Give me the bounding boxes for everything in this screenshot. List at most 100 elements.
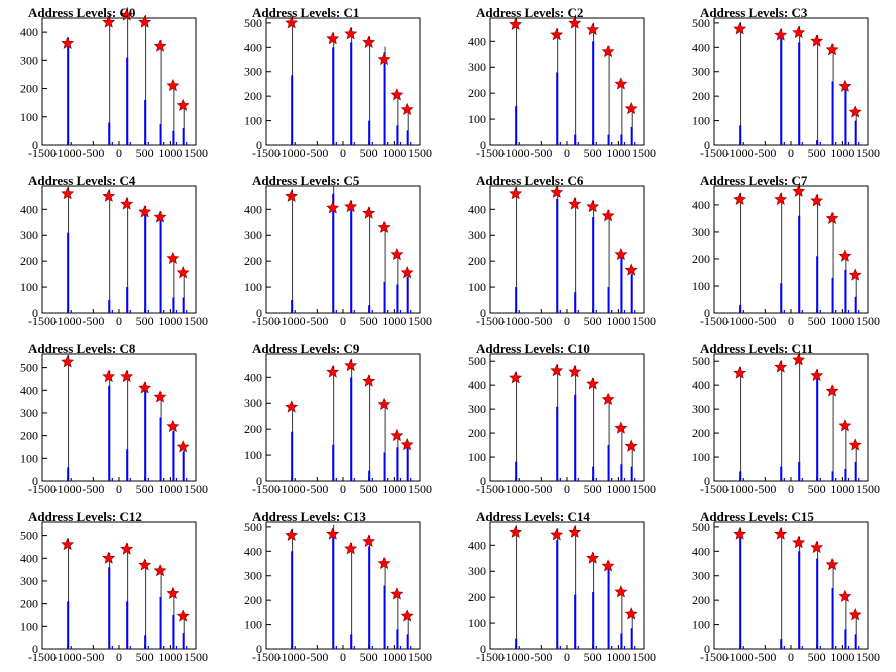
x-tick-label: -500 <box>82 650 104 664</box>
y-tick-label: 0 <box>480 474 486 488</box>
histogram-bar <box>595 142 597 145</box>
histogram-bar <box>630 628 633 649</box>
histogram-bar <box>70 478 72 481</box>
x-tick-label: -1000 <box>278 146 306 160</box>
x-tick-label: 1000 <box>158 314 182 328</box>
peak-marker <box>733 192 747 206</box>
peak-marker <box>138 558 152 571</box>
peak-marker <box>774 192 788 206</box>
peak-marker <box>550 364 564 377</box>
histogram-bar <box>854 461 857 481</box>
chart-panel: -1500 -1000 -500 0 500 1000 1500 0 100 200 300 400 A… <box>224 168 448 336</box>
peak-marker <box>848 105 862 118</box>
y-tick-label: 200 <box>244 593 262 607</box>
peak-marker <box>120 542 134 555</box>
histogram-bar <box>559 310 561 313</box>
histogram-bar <box>186 142 188 145</box>
histogram-bar <box>163 478 165 481</box>
x-tick-label: 500 <box>136 482 154 496</box>
histogram-bar <box>111 478 113 481</box>
peak-marker <box>120 8 134 21</box>
histogram-bar <box>577 478 579 481</box>
histogram-bar <box>630 466 633 481</box>
peak-marker <box>550 185 564 198</box>
chart-title: Address Levels: C7 <box>700 173 808 188</box>
peak-marker <box>166 419 180 433</box>
x-tick-label: 0 <box>340 650 346 664</box>
histogram-bar <box>387 142 389 145</box>
plot-frame <box>41 185 197 314</box>
histogram-bar <box>396 125 399 145</box>
x-tick-label: -500 <box>754 482 776 496</box>
x-tick-label: 1500 <box>184 650 208 664</box>
x-tick-label: -500 <box>306 482 328 496</box>
x-tick-label: 1500 <box>632 650 656 664</box>
chart-title: Address Levels: C1 <box>252 5 360 20</box>
y-tick-label: 200 <box>244 422 262 436</box>
peak-marker <box>400 437 414 451</box>
histogram-bar <box>835 142 837 145</box>
histogram-bar <box>835 646 837 649</box>
histogram-bar <box>623 478 626 481</box>
x-tick-label: 500 <box>360 650 378 664</box>
histogram-bar <box>396 629 399 649</box>
x-tick-label: -1000 <box>502 482 530 496</box>
y-tick-label: 300 <box>20 53 38 67</box>
histogram-bar <box>144 390 147 481</box>
x-tick-label: -500 <box>754 650 776 664</box>
peak-marker <box>285 528 299 541</box>
histogram-bar <box>144 214 147 313</box>
x-tick-label: 500 <box>360 146 378 160</box>
histogram-bar <box>611 142 613 145</box>
histogram-bar <box>816 256 819 313</box>
histogram-bar <box>410 478 412 481</box>
x-tick-label: -1000 <box>278 314 306 328</box>
histogram-bar <box>515 106 518 145</box>
x-tick-label: -1000 <box>502 650 530 664</box>
x-tick-label: 1500 <box>184 146 208 160</box>
histogram-bar <box>816 140 819 145</box>
x-tick-label: 0 <box>116 650 122 664</box>
y-tick-label: 400 <box>692 198 710 212</box>
histogram-bar <box>611 646 613 649</box>
x-tick-label: -1500 <box>252 482 280 496</box>
x-tick-label: -1000 <box>726 482 754 496</box>
y-tick-label: 100 <box>20 619 38 633</box>
histogram-bar <box>559 478 561 481</box>
y-tick-label: 500 <box>20 361 38 375</box>
x-tick-label: 500 <box>808 650 826 664</box>
chart-plot: -1500-1000 -500 0 500 1000 1500 0 100 200 300 400 <box>20 185 208 328</box>
peak-marker <box>848 268 862 281</box>
histogram-bar <box>67 601 70 649</box>
peak-marker <box>774 360 788 373</box>
y-tick-label: 200 <box>468 590 486 604</box>
y-tick-label: 300 <box>20 574 38 588</box>
histogram-bar <box>67 467 70 481</box>
peak-marker <box>377 556 391 570</box>
histogram-bar <box>798 551 801 649</box>
peak-marker <box>362 534 376 548</box>
x-tick-label: 1000 <box>158 650 182 664</box>
histogram-bar <box>592 217 595 313</box>
histogram-bar <box>383 452 386 481</box>
histogram-bar <box>70 310 72 313</box>
x-tick-label: -1500 <box>476 650 504 664</box>
x-tick-label: 0 <box>116 482 122 496</box>
chart-title: Address Levels: C8 <box>28 341 136 356</box>
histogram-bar <box>854 634 857 649</box>
histogram-bar <box>186 310 188 313</box>
y-tick-label: 200 <box>468 254 486 268</box>
y-tick-label: 300 <box>692 569 710 583</box>
y-tick-label: 200 <box>244 89 262 103</box>
y-tick-label: 100 <box>244 448 262 462</box>
y-tick-label: 0 <box>704 306 710 320</box>
histogram-bar <box>816 377 819 481</box>
histogram-bar <box>607 568 610 649</box>
peak-marker <box>733 527 747 540</box>
histogram-bar <box>634 646 636 649</box>
histogram-bar <box>335 646 337 649</box>
histogram-bar <box>620 134 623 145</box>
y-tick-label: 500 <box>692 16 710 30</box>
y-tick-label: 200 <box>468 426 486 440</box>
y-tick-label: 0 <box>704 474 710 488</box>
